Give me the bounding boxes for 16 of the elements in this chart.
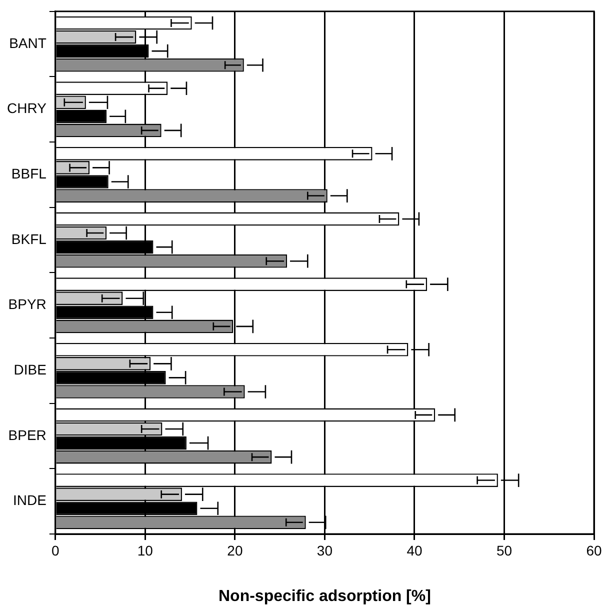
x-tick-label: 0 bbox=[52, 542, 60, 558]
y-tick-label: BPYR bbox=[8, 296, 46, 312]
x-axis-title: Non-specific adsorption [%] bbox=[218, 588, 431, 605]
y-tick-label: CHRY bbox=[6, 100, 48, 116]
y-tick-label: DIBE bbox=[14, 362, 46, 378]
x-tick-label: 50 bbox=[496, 542, 512, 558]
x-tick-label: 20 bbox=[227, 542, 243, 558]
x-tick-label: 40 bbox=[406, 542, 422, 558]
x-tick-label: 10 bbox=[137, 542, 154, 558]
y-tick-label: INDE bbox=[12, 492, 46, 508]
y-tick-label: BPER bbox=[8, 426, 46, 443]
y-tick-label: BANT bbox=[9, 34, 47, 51]
x-tick-label: 60 bbox=[586, 542, 602, 558]
x-tick-label: 30 bbox=[316, 542, 333, 558]
y-tick-label: BBFL bbox=[11, 166, 47, 182]
y-tick-label: BKFL bbox=[11, 230, 47, 247]
